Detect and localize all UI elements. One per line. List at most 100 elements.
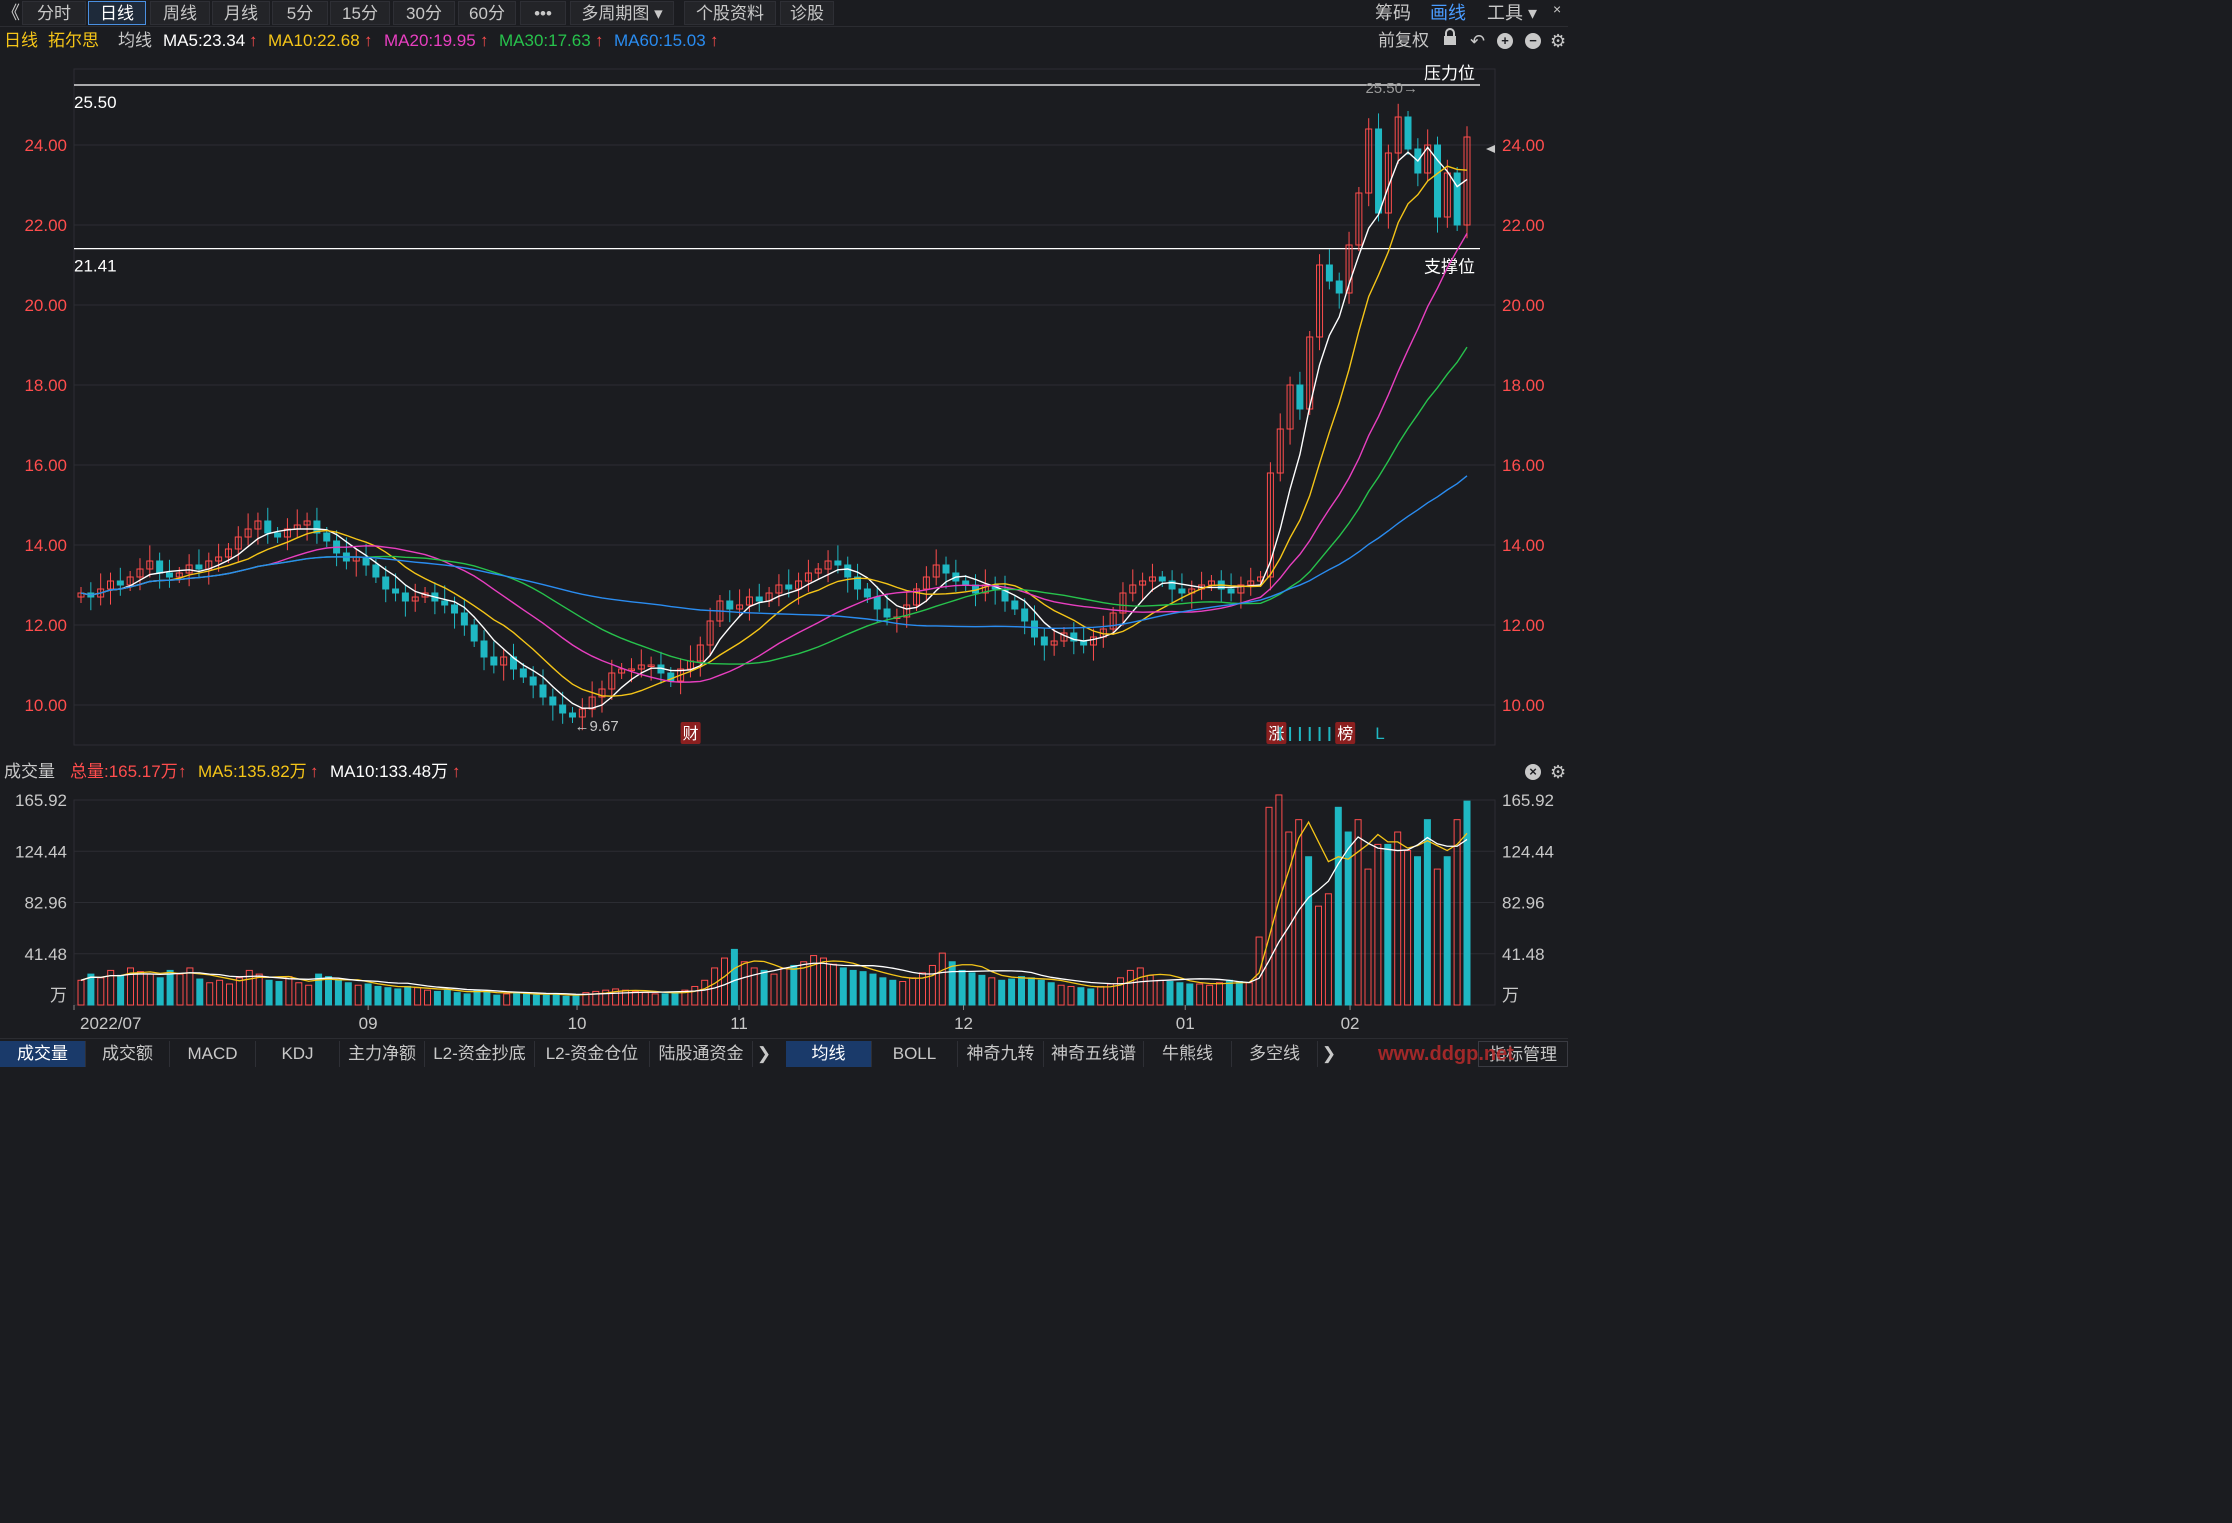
indicator-tab-6[interactable]: L2-资金仓位 [535,1041,650,1067]
candle-body [500,656,508,666]
candle-body [175,572,183,578]
resistance-label: 压力位 [1424,64,1475,83]
candlestick-chart[interactable]: 24.00 24.00 22.00 22.00 20.00 20.00 18.00 18.00… [0,55,1568,755]
adjust-dropdown[interactable]: 前复权 [1378,31,1429,50]
volume-title[interactable]: 成交量 [4,762,55,781]
candle-body [382,576,390,590]
tab-period-2[interactable]: 周线 [150,1,210,25]
overlay-tab-2[interactable]: 神奇九转 [958,1041,1044,1067]
overlay-tab-5[interactable]: 多空线 [1232,1041,1318,1067]
stock-name[interactable]: 拓尔思 [48,31,99,50]
tab-period-3[interactable]: 月线 [212,1,270,25]
volume-bar [1186,983,1194,1006]
tab-period-0[interactable]: 分时 [22,1,86,25]
candle-body [441,600,449,606]
lock-icon[interactable] [1442,28,1458,54]
volume-bar [532,994,540,1006]
volume-bar [1334,806,1342,1006]
price-chart-panel[interactable]: 24.00 24.00 22.00 22.00 20.00 20.00 18.00 18.00… [0,55,1568,755]
ma60-line [80,475,1468,630]
tab-period-7[interactable]: 60分 [458,1,516,25]
indicator-tab-4[interactable]: 主力净额 [340,1041,425,1067]
current-price-pointer-icon [1486,145,1495,153]
close-icon[interactable]: × [1553,1,1562,17]
candle-body [588,696,596,710]
up-arrow-icon: ↑ [178,762,187,781]
volume-chart-panel[interactable]: 165.92 165.92 124.44 124.44 82.96 82.96 41.48 4… [0,786,1568,1036]
add-icon[interactable]: + [1497,33,1513,49]
back-icon[interactable]: 《 [2,3,20,23]
candle-body [824,560,832,570]
candle-body [755,596,763,602]
tools-dropdown[interactable]: 工具 ▾ [1487,3,1538,23]
gear-icon[interactable]: ⚙ [1550,762,1567,782]
minus-icon[interactable]: − [1525,33,1541,49]
period-toolbar: 《 分时 日线 周线 月线 5分 15分 30分 60分 ••• 多周期图 ▾ 个股资料 诊股 筹码 … [0,0,1568,27]
volume-bar [770,973,778,1006]
overlay-tab-4[interactable]: 牛熊线 [1144,1041,1232,1067]
volume-bar [602,989,610,1006]
candle-body [1247,580,1255,586]
tab-period-4[interactable]: 5分 [272,1,328,25]
indicator-tab-2[interactable]: MACD [170,1041,256,1067]
tab-period-5[interactable]: 15分 [330,1,390,25]
tab-period-10[interactable]: 个股资料 [684,1,776,25]
volume-bar [592,990,600,1006]
tab-period-6[interactable]: 30分 [393,1,455,25]
up-arrow-icon: ↑ [364,31,373,50]
volume-bar [196,978,204,1006]
ma10-line [80,165,1468,697]
event-finance-badge-bg [680,722,701,744]
volume-bar [344,982,352,1006]
y-tick-left: 12.00 [24,616,67,635]
volume-bar [919,972,926,1006]
volume-bar [978,974,986,1006]
volume-tick-right: 82.96 [1502,894,1545,913]
event-finance-badge: 财 [683,725,699,743]
volume-bar [1206,984,1214,1006]
volume-bar [136,971,144,1006]
y-tick-right: 18.00 [1502,376,1545,395]
overlay-tab-0[interactable]: 均线 [786,1041,872,1067]
candle-body [1375,128,1383,214]
volume-bar [1463,800,1471,1006]
overlay-tab-1[interactable]: BOLL [872,1041,958,1067]
chips-button[interactable]: 筹码 [1375,3,1411,23]
chevron-right-icon[interactable]: ❯ [1321,1044,1337,1063]
overlay-tab-3[interactable]: 神奇五线谱 [1044,1041,1144,1067]
tab-period-8[interactable]: ••• [520,1,566,25]
indicator-tab-7[interactable]: 陆股通资金 [650,1041,753,1067]
candle-body [165,572,173,578]
volume-bar [433,990,441,1006]
draw-line-button[interactable]: 画线 [1430,3,1466,23]
volume-bar [265,979,273,1006]
indicator-tab-0[interactable]: 成交量 [0,1041,86,1067]
candle-body [745,596,753,606]
indicator-tab-1[interactable]: 成交额 [86,1041,170,1067]
volume-bar [800,961,808,1006]
tab-period-11[interactable]: 诊股 [780,1,834,25]
up-arrow-icon: ↑ [452,762,461,781]
x-axis-label: 10 [568,1014,587,1033]
candle-body [696,644,704,662]
ma-label[interactable]: 均线 [118,31,152,50]
indicator-tab-5[interactable]: L2-资金抄底 [425,1041,535,1067]
x-axis-label: 11 [730,1014,748,1033]
volume-chart[interactable]: 165.92 165.92 124.44 124.44 82.96 82.96 41.48 4… [0,786,1568,1036]
indicator-manage-button[interactable]: 指标管理 [1478,1041,1568,1067]
ma20-value: MA20:19.95 [384,31,476,50]
volume-tick-left: 124.44 [15,842,67,861]
tab-period-9[interactable]: 多周期图 ▾ [570,1,674,25]
close-icon[interactable]: × [1525,764,1541,780]
ma10-value: MA10:22.68 [268,31,360,50]
volume-bar [651,993,659,1006]
volume-bar [1423,819,1431,1006]
y-tick-left: 10.00 [24,696,67,715]
chevron-right-icon[interactable]: ❯ [756,1044,772,1063]
undo-icon[interactable]: ↶ [1470,31,1486,51]
candle-body [254,520,262,530]
gear-icon[interactable]: ⚙ [1550,31,1567,51]
indicator-tab-3[interactable]: KDJ [256,1041,340,1067]
y-tick-right: 12.00 [1502,616,1545,635]
tab-period-1[interactable]: 日线 [88,1,146,25]
